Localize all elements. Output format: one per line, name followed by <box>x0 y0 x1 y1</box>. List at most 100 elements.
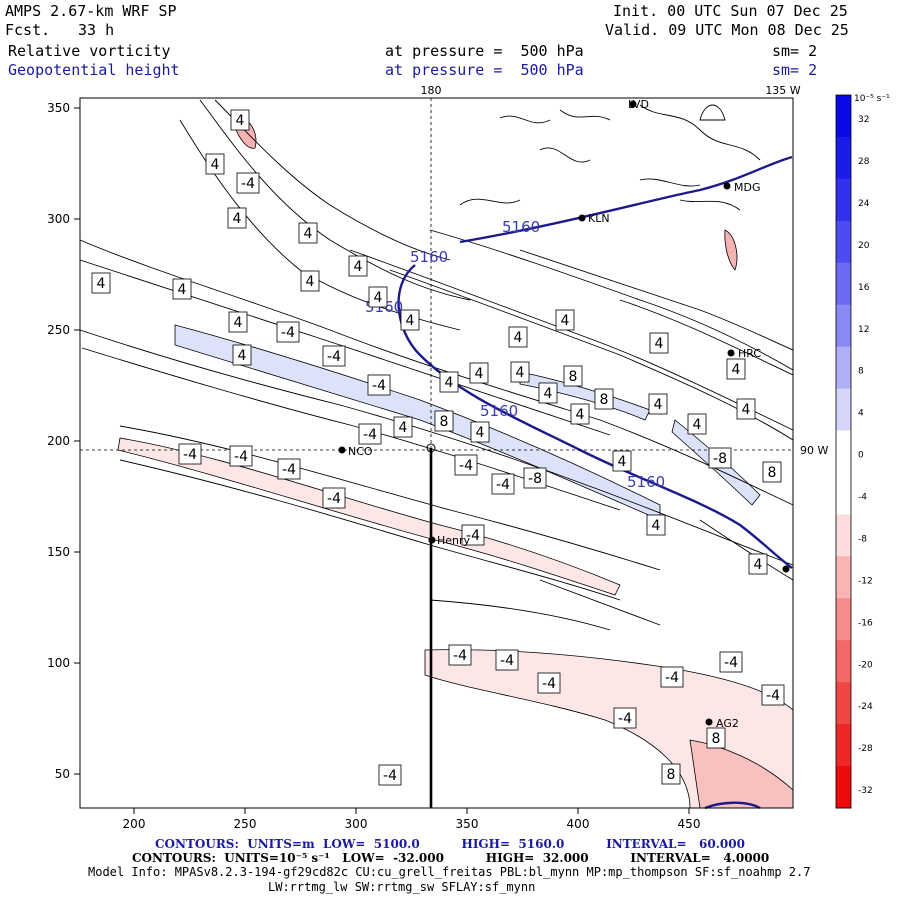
svg-text:-4: -4 <box>766 688 780 704</box>
station-hrc: HRC <box>738 347 761 360</box>
vorticity-contours <box>79 99 794 631</box>
svg-text:8: 8 <box>569 369 578 385</box>
vorticity-contour-label: -4 <box>229 445 253 467</box>
colorbar-label: 4 <box>858 409 864 419</box>
vorticity-contour-label: -4 <box>358 423 382 445</box>
colorbar-swatch <box>836 682 851 725</box>
init-time: Init. 00 UTC Sun 07 Dec 25 <box>613 2 848 20</box>
svg-text:4: 4 <box>476 425 485 441</box>
colorbar-label: -32 <box>858 786 873 796</box>
colorbar-swatch <box>836 95 851 138</box>
svg-text:-4: -4 <box>241 176 255 192</box>
forecast-hour: 33 h <box>78 21 115 39</box>
vorticity-contour-label: -4 <box>613 707 637 729</box>
svg-text:-4: -4 <box>459 458 473 474</box>
plot-frame <box>79 97 794 809</box>
svg-text:4: 4 <box>306 274 315 290</box>
vorticity-contour-label: 4 <box>400 309 420 331</box>
svg-text:-4: -4 <box>618 711 632 727</box>
footer-vorticity-contours: CONTOURS: UNITS=10⁻⁵ s⁻¹ LOW= -32.000 HI… <box>132 851 770 865</box>
colorbar-label: 0 <box>858 451 864 461</box>
vorticity-contour-label: 4 <box>205 153 225 175</box>
y-tick-150: 150 <box>47 545 70 559</box>
svg-text:-8: -8 <box>528 471 542 487</box>
svg-text:4: 4 <box>576 407 585 423</box>
svg-text:4: 4 <box>399 420 408 436</box>
vorticity-contour-label: 4 <box>736 398 756 420</box>
vorticity-contour-label: 4 <box>748 553 768 575</box>
svg-text:-4: -4 <box>665 670 679 686</box>
colorbar-swatch <box>836 136 851 180</box>
vorticity-contour-label: 4 <box>228 311 248 333</box>
svg-text:4: 4 <box>406 313 415 329</box>
smoothing-2: sm= 2 <box>772 61 818 79</box>
colorbar-label: -4 <box>858 493 867 503</box>
colorbar-label: -20 <box>858 660 873 670</box>
colorbar-label: 32 <box>858 115 869 125</box>
vorticity-contour-label: 4 <box>649 332 669 354</box>
y-axis-labels: 350 300 250 200 150 100 50 <box>47 101 70 781</box>
svg-text:4: 4 <box>655 336 664 352</box>
svg-text:4: 4 <box>236 113 245 129</box>
station-ag2: AG2 <box>716 717 739 730</box>
pressure-level-2: at pressure = 500 hPa <box>385 61 584 79</box>
field-vorticity: Relative vorticity <box>8 42 171 60</box>
colorbar-swatch <box>836 346 851 390</box>
station-kln: KLN <box>588 212 610 225</box>
vorticity-contour-label: 4 <box>687 413 707 435</box>
colorbar-swatch <box>836 598 851 641</box>
colorbar-label: -8 <box>858 534 867 544</box>
station-lvd: LVD <box>628 98 649 111</box>
svg-text:-4: -4 <box>372 378 386 394</box>
y-tick-200: 200 <box>47 434 70 448</box>
colorbar-swatch <box>836 514 851 557</box>
vorticity-contour-label: 4 <box>91 272 111 294</box>
vorticity-contour-label: 4 <box>232 344 252 366</box>
vorticity-contour-label: 8 <box>434 410 454 432</box>
colorbar-swatch <box>836 178 851 222</box>
height-labels: 5160 5160 5160 5160 5160 <box>365 218 665 491</box>
svg-text:4: 4 <box>97 276 106 292</box>
svg-text:-4: -4 <box>542 676 556 692</box>
vorticity-contour-label: 8 <box>661 763 681 785</box>
colorbar-swatch <box>836 766 851 809</box>
lon-label-180: 180 <box>421 84 442 97</box>
vorticity-contour-label: -4 <box>495 649 519 671</box>
svg-text:8: 8 <box>600 392 609 408</box>
vorticity-contour-label: 4 <box>230 109 250 131</box>
colorbar-label: -28 <box>858 744 873 754</box>
colorbar-swatch <box>836 220 851 264</box>
svg-text:8: 8 <box>440 414 449 430</box>
svg-text:4: 4 <box>514 330 523 346</box>
svg-text:-4: -4 <box>496 477 510 493</box>
vorticity-contour-label: 4 <box>570 403 590 425</box>
svg-text:-4: -4 <box>234 449 248 465</box>
height-label: 5160 <box>627 473 665 491</box>
svg-text:8: 8 <box>667 767 676 783</box>
vorticity-contour-label: 4 <box>439 371 459 393</box>
svg-text:4: 4 <box>732 362 741 378</box>
vorticity-contour-label: 4 <box>612 450 632 472</box>
vorticity-contour-label: -4 <box>719 651 743 673</box>
vorticity-contour-label: 4 <box>300 270 320 292</box>
colorbar-swatch <box>836 430 851 473</box>
colorbar-swatch <box>836 640 851 683</box>
vorticity-contour-label: 4 <box>469 362 489 384</box>
svg-text:4: 4 <box>654 397 663 413</box>
vorticity-contour-label: 8 <box>594 388 614 410</box>
vorticity-contour-label: -4 <box>454 454 478 476</box>
vorticity-contour-label: 8 <box>563 365 583 387</box>
colorbar-swatch <box>836 304 851 348</box>
valid-time: Valid. 09 UTC Mon 08 Dec 25 <box>605 21 849 39</box>
svg-text:-4: -4 <box>363 427 377 443</box>
vorticity-contour-label: 4 <box>555 309 575 331</box>
station-mdg: MDG <box>734 181 761 194</box>
svg-text:4: 4 <box>652 518 661 534</box>
smoothing-1: sm= 2 <box>772 42 818 60</box>
footer-model-info-2: LW:rrtmg_lw SW:rrtmg_sw SFLAY:sf_mynn <box>268 880 536 894</box>
svg-text:-4: -4 <box>383 768 397 784</box>
vorticity-contour-label: 4 <box>508 326 528 348</box>
station-nco: NCO <box>348 445 373 458</box>
svg-text:4: 4 <box>304 226 313 242</box>
